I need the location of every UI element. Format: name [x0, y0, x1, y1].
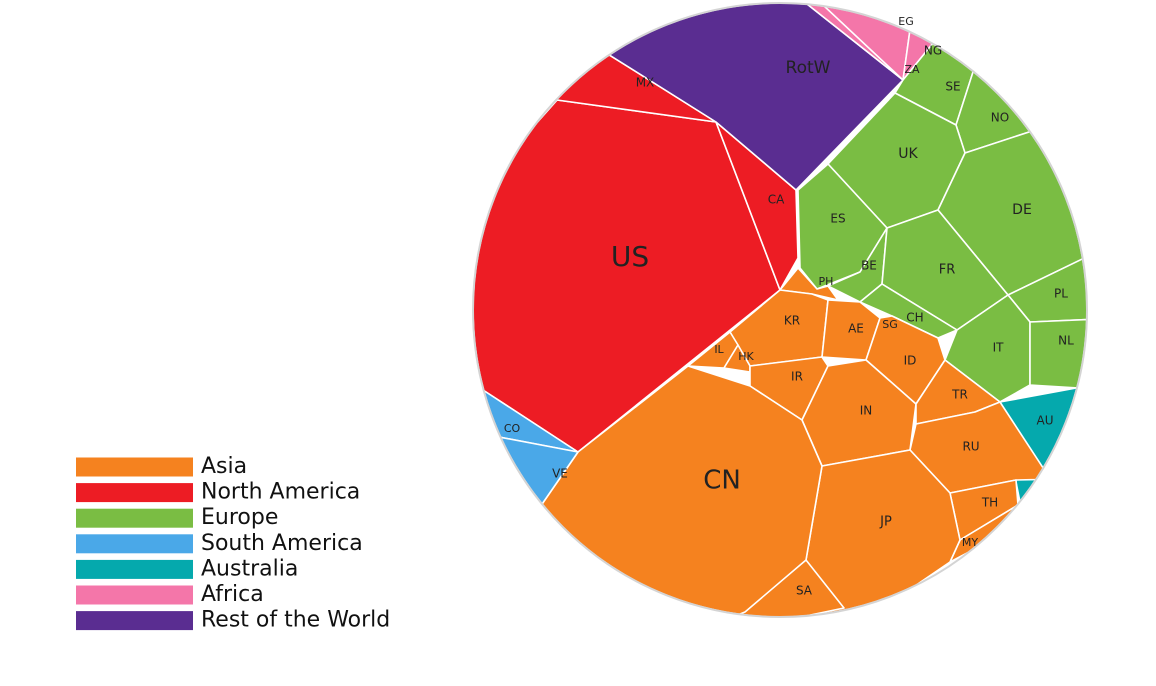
cell-label-eg: EG: [898, 15, 913, 28]
legend-label-north-america: North America: [201, 480, 360, 505]
cell-label-de: DE: [1012, 202, 1032, 218]
cell-label-kr: KR: [784, 314, 800, 328]
cell-label-za: ZA: [904, 63, 920, 76]
legend-label-australia: Australia: [201, 556, 298, 581]
legend-swatch-africa: [76, 585, 193, 605]
cell-label-jp: JP: [879, 515, 892, 530]
legend-label-rest-of-the-world: Rest of the World: [201, 608, 390, 633]
cell-label-it: IT: [993, 341, 1005, 355]
legend-label-africa: Africa: [201, 582, 264, 607]
cell-label-ae: AE: [848, 322, 864, 336]
legend-swatch-europe: [76, 508, 193, 528]
cell-label-hk: HK: [738, 350, 754, 363]
cell-label-my: MY: [962, 536, 978, 549]
cell-label-id: ID: [904, 354, 917, 368]
cell-label-sg: SG: [882, 318, 898, 331]
cell-label-fr: FR: [939, 263, 956, 278]
legend-swatch-australia: [76, 559, 193, 579]
cell-label-uk: UK: [898, 146, 918, 162]
cell-label-sa: SA: [796, 584, 813, 598]
legend-label-europe: Europe: [201, 505, 278, 530]
cell-label-ir: IR: [791, 370, 803, 384]
cell-label-no: NO: [991, 111, 1009, 125]
cells-layer: [472, 2, 1088, 618]
cell-label-in: IN: [860, 404, 873, 418]
cell-label-rotw: RotW: [786, 58, 831, 78]
cell-label-ch: CH: [906, 311, 923, 325]
cell-label-au: AU: [1037, 414, 1054, 428]
cell-label-es: ES: [830, 212, 845, 226]
cell-label-pl: PL: [1054, 287, 1068, 301]
cell-nl[interactable]: [1029, 318, 1088, 389]
legend-swatch-rest-of-the-world: [76, 611, 193, 631]
cell-label-us: US: [611, 240, 649, 273]
legend-swatch-asia: [76, 457, 193, 477]
legend-swatch-north-america: [76, 483, 193, 503]
cell-label-th: TH: [981, 496, 998, 510]
legend-label-asia: Asia: [201, 454, 247, 479]
cell-label-ru: RU: [962, 440, 979, 454]
chart-border: [472, 2, 1088, 618]
cell-label-ca: CA: [768, 193, 785, 207]
cell-label-nl: NL: [1058, 334, 1074, 348]
legend-label-south-america: South America: [201, 531, 363, 556]
cell-label-il: IL: [714, 343, 724, 356]
cell-label-ng: NG: [924, 44, 942, 58]
cell-label-ph: PH: [819, 275, 834, 288]
cell-label-mx: MX: [636, 76, 655, 90]
cell-label-se: SE: [945, 80, 960, 94]
cell-label-ve: VE: [552, 467, 568, 481]
labels-layer: US MX CA RotW EG NG ZA SE NO UK DE ES BE FR PL CH IT NL AU…: [504, 15, 1074, 598]
cell-label-be: BE: [861, 259, 877, 273]
cell-label-cn: CN: [703, 466, 741, 496]
legend-swatch-south-america: [76, 534, 193, 554]
cell-label-co: CO: [504, 422, 521, 435]
cell-label-tr: TR: [951, 388, 968, 402]
